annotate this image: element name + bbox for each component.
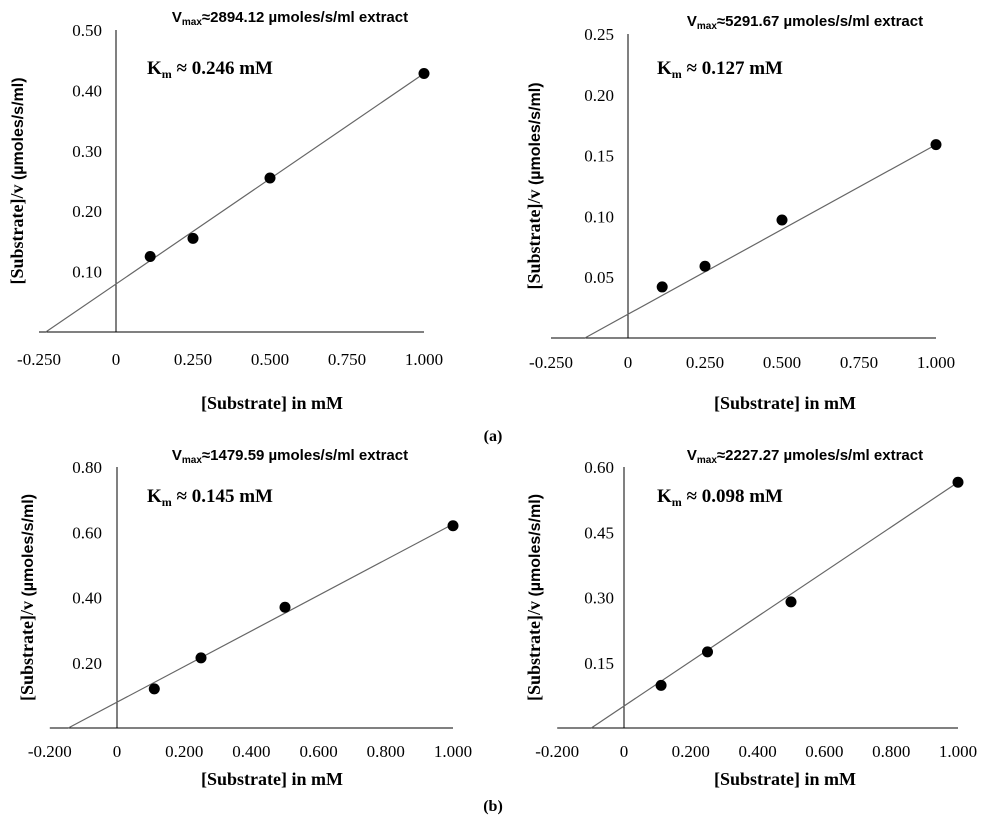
- chart-panel-1: -0.250 0 0.250 0.500 0.750 1.000 0.10 0.20 0.30 0…: [7, 9, 443, 413]
- x-tick-label: 0: [113, 742, 122, 761]
- data-point: [195, 652, 207, 664]
- x-tick-label: 1.000: [405, 350, 443, 369]
- x-tick-label: 0.200: [672, 742, 710, 761]
- data-point: [447, 520, 459, 532]
- caption-a: (a): [484, 428, 503, 445]
- x-tick-label: 0.200: [165, 742, 203, 761]
- y-tick-label: 0.25: [584, 25, 614, 44]
- x-tick-label: 0.500: [763, 353, 801, 372]
- y-axis-title: [Substrate]/v (µmoles/s/ml): [524, 494, 544, 701]
- x-tick-label: -0.250: [17, 350, 61, 369]
- y-tick-label: 0.30: [584, 589, 614, 608]
- y-tick-label: 0.80: [72, 458, 102, 477]
- x-tick-label: 1.000: [434, 742, 472, 761]
- km-annotation: Km ≈ 0.246 mM: [147, 58, 273, 81]
- data-point: [279, 601, 291, 613]
- y-axis-title: [Substrate]/v (µmoles/s/ml): [7, 77, 27, 284]
- x-tick-label: -0.200: [535, 742, 579, 761]
- x-tick-label: 0.250: [686, 353, 724, 372]
- data-point: [785, 596, 797, 608]
- y-tick-label: 0.20: [72, 202, 102, 221]
- caption-b: (b): [483, 798, 503, 815]
- y-axis-title: [Substrate]/v (µmoles/s/ml): [524, 82, 544, 289]
- x-tick-label: -0.250: [529, 353, 573, 372]
- y-tick-label: 0.60: [584, 458, 614, 477]
- y-tick-label: 0.05: [584, 268, 614, 287]
- x-tick-label: 0: [620, 742, 629, 761]
- data-point: [655, 679, 667, 691]
- y-tick-label: 0.40: [72, 589, 102, 608]
- x-tick-label: 0.800: [872, 742, 910, 761]
- x-tick-label: 0.250: [174, 350, 212, 369]
- vmax-annotation: Vmax≈2894.12 µmoles/s/ml extract: [172, 9, 408, 28]
- x-axis-title: [Substrate] in mM: [201, 769, 343, 789]
- x-tick-label: 0.500: [251, 350, 289, 369]
- km-annotation: Km ≈ 0.098 mM: [657, 486, 783, 509]
- x-tick-label: 0.750: [328, 350, 366, 369]
- data-point: [699, 260, 711, 272]
- x-axis-title: [Substrate] in mM: [201, 393, 343, 413]
- data-point: [930, 139, 942, 151]
- x-tick-label: 0.750: [840, 353, 878, 372]
- vmax-annotation: Vmax≈2227.27 µmoles/s/ml extract: [687, 447, 923, 466]
- y-tick-label: 0.30: [72, 142, 102, 161]
- data-point: [144, 251, 156, 262]
- data-point: [702, 646, 713, 658]
- x-tick-label: 1.000: [939, 742, 977, 761]
- regression-line: [584, 144, 937, 339]
- x-tick-label: -0.200: [28, 742, 72, 761]
- x-tick-label: 0.800: [367, 742, 405, 761]
- x-tick-label: 1.000: [917, 353, 955, 372]
- x-tick-label: 0: [624, 353, 633, 372]
- regression-line: [67, 523, 454, 729]
- regression-line: [590, 481, 959, 729]
- y-tick-label: 0.60: [72, 523, 102, 542]
- x-axis-title: [Substrate] in mM: [714, 393, 856, 413]
- y-tick-label: 0.20: [584, 86, 614, 105]
- y-tick-label: 0.10: [584, 207, 614, 226]
- x-tick-label: 0: [112, 350, 121, 369]
- vmax-annotation: Vmax≈5291.67 µmoles/s/ml extract: [687, 13, 923, 32]
- y-tick-label: 0.15: [584, 654, 614, 673]
- data-point: [952, 476, 964, 488]
- y-tick-label: 0.40: [72, 81, 102, 100]
- chart-panel-3: -0.200 0 0.200 0.400 0.600 0.800 1.000 0.20 0.40…: [17, 447, 472, 789]
- km-annotation: Km ≈ 0.127 mM: [657, 58, 783, 81]
- regression-line: [45, 72, 425, 333]
- x-tick-label: 0.400: [738, 742, 776, 761]
- data-point: [776, 214, 788, 226]
- y-tick-label: 0.15: [584, 147, 614, 166]
- x-tick-label: 0.600: [805, 742, 843, 761]
- chart-panel-2: -0.250 0 0.250 0.500 0.750 1.000 0.05 0.10 0.15 0…: [524, 13, 955, 413]
- data-point: [418, 67, 430, 79]
- x-axis-title: [Substrate] in mM: [714, 769, 856, 789]
- x-tick-label: 0.400: [232, 742, 270, 761]
- km-annotation: Km ≈ 0.145 mM: [147, 486, 273, 509]
- y-tick-label: 0.45: [584, 523, 614, 542]
- chart-panel-4: -0.200 0 0.200 0.400 0.600 0.800 1.000 0.15 0.30…: [524, 447, 977, 789]
- data-point: [148, 683, 160, 695]
- data-point: [656, 281, 668, 293]
- y-axis-title: [Substrate]/v (µmoles/s/ml): [17, 494, 37, 701]
- vmax-annotation: Vmax≈1479.59 µmoles/s/ml extract: [172, 447, 408, 466]
- y-tick-label: 0.10: [72, 263, 102, 282]
- y-tick-label: 0.20: [72, 654, 102, 673]
- data-point: [264, 172, 276, 184]
- y-tick-label: 0.50: [72, 21, 102, 40]
- x-tick-label: 0.600: [299, 742, 337, 761]
- data-point: [187, 232, 199, 244]
